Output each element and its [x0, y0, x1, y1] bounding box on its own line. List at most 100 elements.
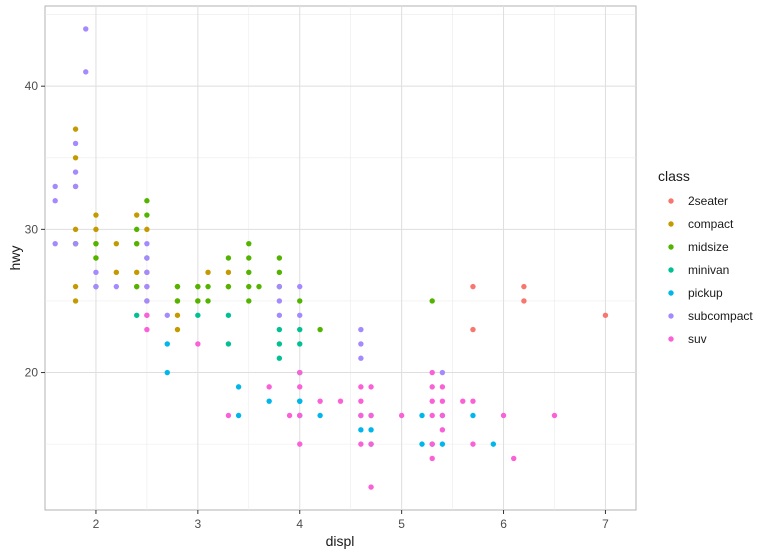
data-point — [276, 312, 283, 318]
x-axis-ticks: 2 3 4 5 6 7 — [93, 510, 609, 531]
legend-key — [668, 267, 674, 273]
data-point — [174, 298, 181, 304]
data-point — [225, 312, 232, 318]
y-tick-label: 30 — [25, 222, 39, 236]
data-point — [429, 412, 435, 419]
data-point — [225, 283, 232, 290]
data-point — [368, 484, 374, 490]
data-point — [276, 269, 283, 276]
data-point — [368, 427, 374, 433]
data-point — [72, 169, 79, 175]
data-point — [113, 269, 120, 276]
data-point — [174, 312, 181, 318]
data-point — [93, 255, 99, 261]
data-point — [358, 384, 364, 390]
data-point — [205, 298, 211, 304]
data-point — [144, 269, 150, 276]
data-point — [205, 283, 211, 290]
data-point — [205, 269, 211, 276]
data-point — [419, 441, 425, 447]
data-point — [429, 298, 435, 304]
legend-label: pickup — [688, 286, 723, 300]
data-point — [521, 298, 527, 304]
data-point — [297, 341, 303, 347]
data-point — [439, 441, 446, 447]
data-point — [72, 240, 79, 247]
data-point — [246, 240, 252, 247]
data-point — [144, 283, 150, 290]
data-point — [317, 326, 323, 333]
data-point — [93, 283, 99, 290]
data-point — [266, 398, 272, 404]
data-point — [52, 198, 58, 204]
x-tick-label: 7 — [602, 517, 609, 531]
legend-label: compact — [688, 217, 734, 231]
legend-key — [668, 336, 674, 342]
data-point — [297, 326, 303, 333]
data-point — [470, 398, 476, 404]
x-tick-label: 4 — [296, 517, 303, 531]
data-point — [83, 26, 89, 32]
data-point — [52, 240, 58, 247]
data-point — [358, 412, 364, 419]
data-point — [439, 384, 446, 390]
legend-key — [668, 313, 674, 319]
data-point — [358, 398, 364, 404]
legend-label: minivan — [688, 263, 729, 277]
data-point — [276, 283, 283, 290]
data-point — [93, 240, 99, 247]
data-point — [246, 269, 252, 276]
data-point — [297, 412, 303, 419]
data-point — [93, 212, 99, 218]
data-point — [144, 226, 150, 233]
data-point — [317, 412, 323, 419]
data-point — [144, 312, 150, 318]
x-tick-label: 5 — [398, 517, 405, 531]
data-point — [93, 226, 99, 233]
data-point — [429, 398, 435, 404]
legend-key — [668, 244, 674, 250]
y-tick-label: 20 — [25, 366, 39, 380]
plot-panel — [44, 5, 637, 511]
y-tick-label: 40 — [25, 79, 39, 93]
data-point — [276, 341, 283, 347]
data-point — [93, 269, 99, 276]
data-point — [195, 283, 201, 290]
legend-key — [668, 221, 674, 227]
x-tick-label: 6 — [500, 517, 507, 531]
data-point — [72, 298, 79, 304]
data-point — [144, 326, 150, 333]
data-point — [72, 226, 79, 233]
data-point — [144, 240, 150, 247]
data-point — [398, 412, 405, 419]
data-point — [439, 398, 446, 404]
data-point — [358, 341, 364, 347]
legend-label: midsize — [688, 240, 729, 254]
legend-title: class — [658, 168, 690, 184]
y-axis-ticks: 20 30 40 — [25, 79, 45, 380]
data-point — [368, 441, 374, 447]
data-point — [297, 312, 303, 318]
data-point — [358, 427, 364, 433]
legend: class 2seater compact midsize minivan pickup… — [658, 168, 753, 346]
data-point — [276, 298, 283, 304]
data-point — [358, 355, 364, 361]
legend-label: 2seater — [688, 194, 728, 208]
data-point — [134, 226, 140, 233]
data-point — [134, 269, 140, 276]
data-point — [429, 369, 435, 376]
y-axis-title: hwy — [7, 246, 23, 271]
data-point — [368, 384, 374, 390]
data-point — [134, 212, 140, 218]
data-point — [490, 441, 497, 447]
data-point — [113, 240, 120, 247]
data-point — [246, 255, 252, 261]
data-point — [439, 369, 446, 376]
data-point — [195, 341, 201, 347]
data-point — [297, 283, 303, 290]
x-axis-title: displ — [326, 533, 355, 549]
data-point — [521, 283, 527, 290]
data-point — [164, 341, 170, 347]
data-point — [174, 326, 181, 333]
data-point — [256, 283, 262, 290]
